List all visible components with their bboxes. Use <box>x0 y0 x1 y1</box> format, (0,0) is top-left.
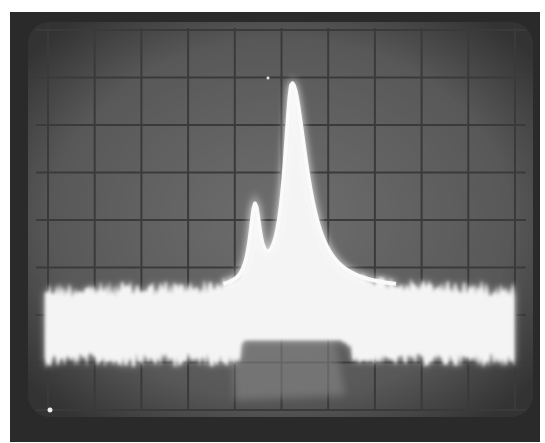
spot <box>47 407 53 413</box>
trace <box>222 81 397 286</box>
signal <box>45 76 515 400</box>
spot <box>266 76 270 80</box>
